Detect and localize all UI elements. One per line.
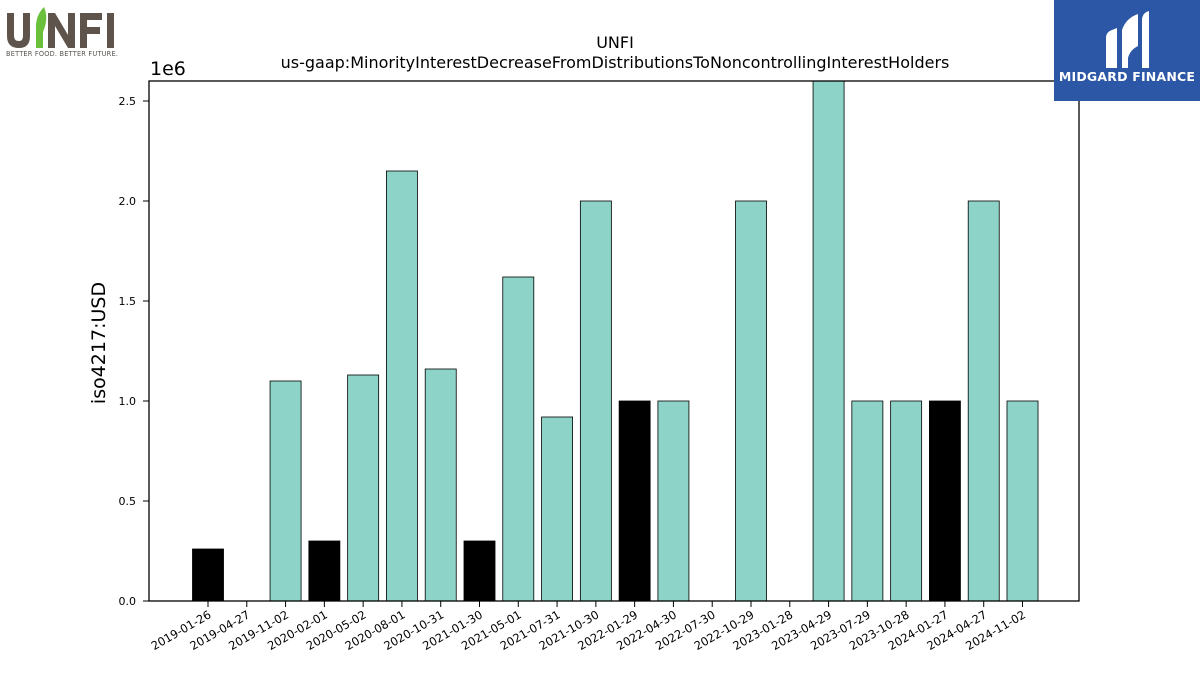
bar-2023-07-29 [851, 400, 884, 602]
bar-2019-01-26 [192, 548, 224, 602]
bar-2020-08-01 [386, 170, 418, 602]
bar-2024-04-27 [967, 200, 1000, 602]
unfi-logo-mark [7, 7, 114, 48]
bar-2021-05-01 [502, 276, 535, 602]
y-tick-label: 0.5 [119, 495, 137, 508]
y-tick-label: 0.0 [119, 595, 137, 608]
bar-2020-10-31 [424, 368, 457, 602]
midgard-logo-mark [1106, 11, 1149, 68]
bar-2020-05-02 [347, 374, 380, 602]
y-tick-label: 1.0 [119, 395, 137, 408]
bar-2024-11-02 [1006, 400, 1039, 602]
bar-2022-01-29 [618, 400, 651, 602]
chart-subtitle: us-gaap:MinorityInterestDecreaseFromDist… [281, 53, 950, 72]
y-offset-label: 1e6 [150, 58, 186, 80]
unfi-logo: BETTER FOOD. BETTER FUTURE. [4, 4, 126, 62]
bar-2021-10-30 [579, 200, 612, 602]
y-tick-label: 2.5 [119, 95, 137, 108]
bar-2022-10-29 [735, 200, 767, 602]
chart-title: UNFI [596, 33, 634, 52]
bar-2021-01-30 [463, 540, 496, 602]
bar-2023-10-28 [890, 400, 923, 602]
unfi-tagline: BETTER FOOD. BETTER FUTURE. [6, 50, 119, 58]
y-axis: 0.0 0.5 1.0 1.5 2.0 2.5 [119, 95, 149, 608]
bar-2023-04-29 [812, 80, 845, 602]
bar-2022-04-30 [657, 400, 690, 602]
midgard-wordmark: MIDGARD FINANCE [1058, 69, 1196, 84]
plot-frame [148, 80, 1080, 602]
x-axis: 2019-01-262019-04-272019-11-022020-02-01… [149, 601, 1028, 653]
bar-2021-07-31 [541, 416, 573, 602]
bar-2024-01-27 [929, 400, 961, 602]
midgard-finance-logo: MIDGARD FINANCE [1054, 0, 1200, 101]
bar-2019-11-02 [269, 380, 302, 602]
y-axis-label: iso4217:USD [88, 282, 110, 404]
y-tick-label: 1.5 [119, 295, 137, 308]
bars-group [192, 80, 1039, 602]
bar-2020-02-01 [308, 540, 341, 602]
y-tick-label: 2.0 [119, 195, 137, 208]
